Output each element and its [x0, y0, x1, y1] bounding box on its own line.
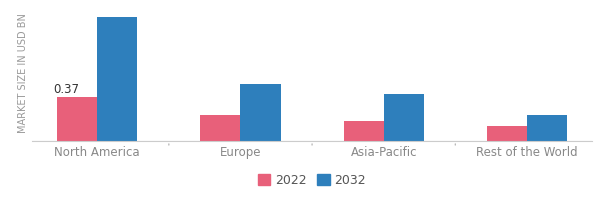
Bar	[240, 84, 280, 141]
Bar	[57, 97, 97, 141]
Bar	[384, 94, 424, 141]
Legend: 2022, 2032: 2022, 2032	[253, 169, 371, 192]
Bar	[200, 115, 240, 141]
Y-axis label: MARKET SIZE IN USD BN: MARKET SIZE IN USD BN	[17, 13, 28, 133]
Bar	[487, 126, 527, 141]
Bar	[97, 17, 138, 141]
Bar	[344, 121, 384, 141]
Bar	[527, 115, 567, 141]
Text: 0.37: 0.37	[53, 83, 79, 96]
